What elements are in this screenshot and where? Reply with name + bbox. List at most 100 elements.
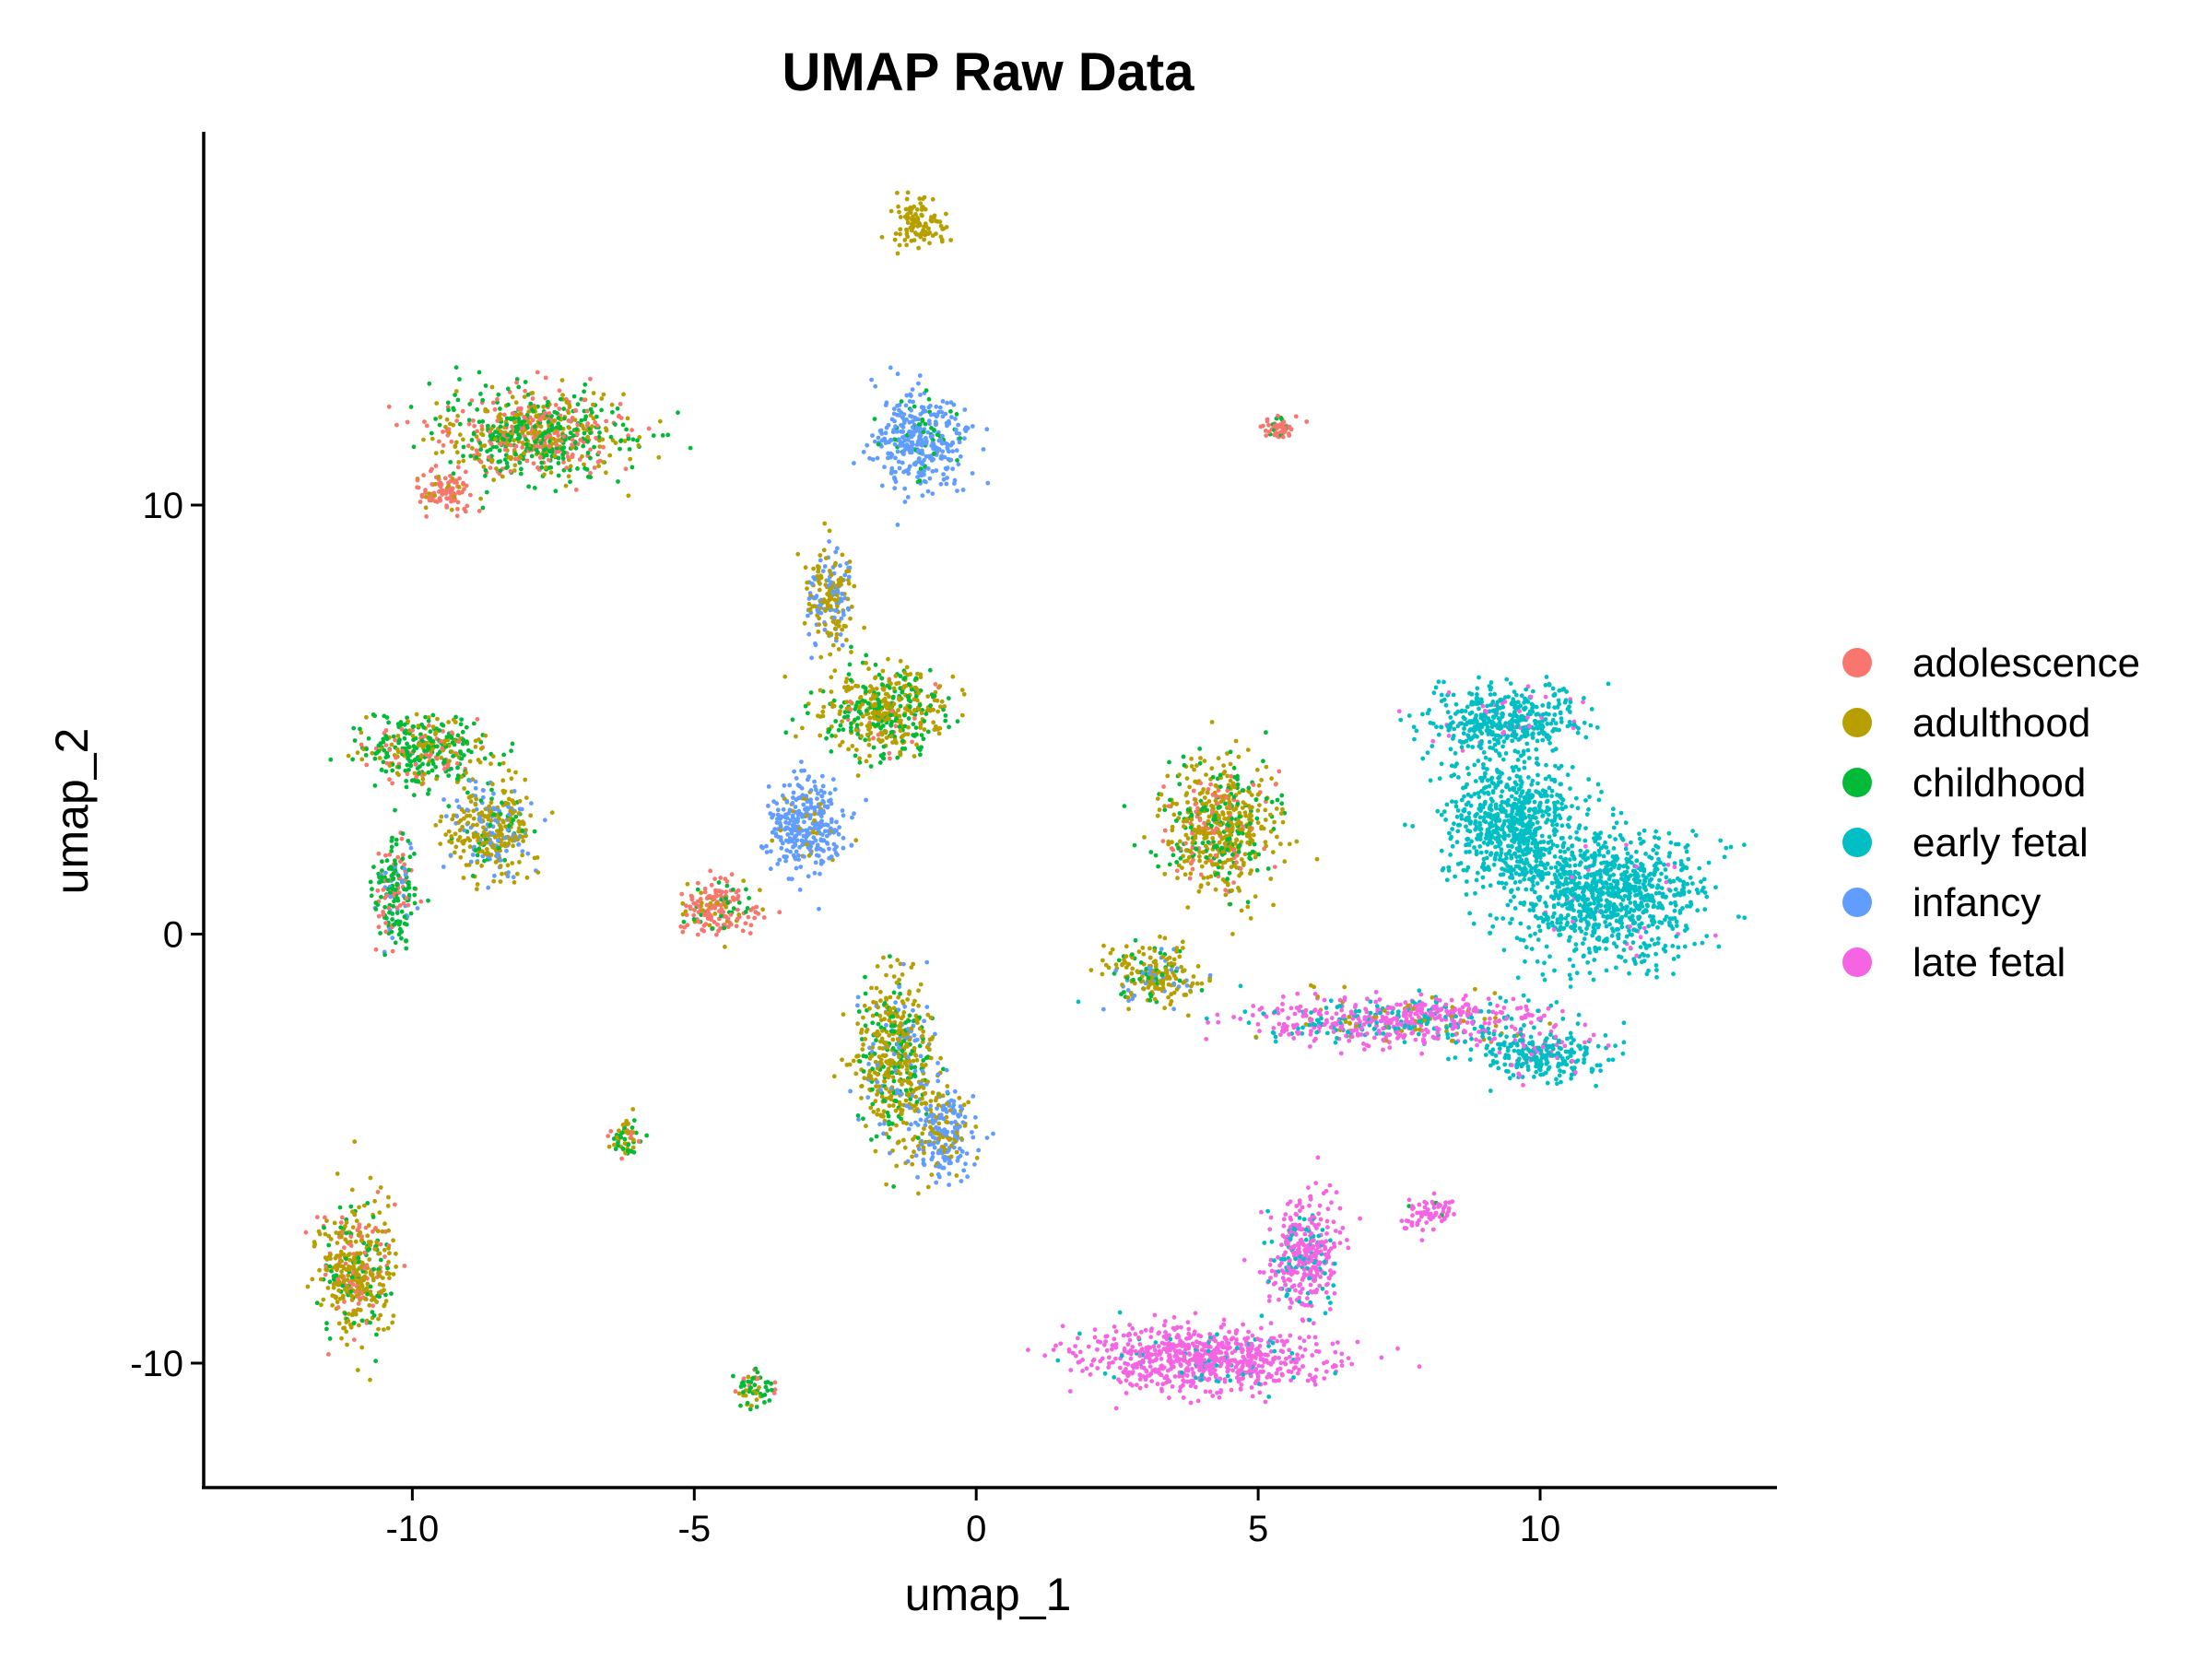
point-adolescence — [761, 915, 767, 920]
point-adolescence — [755, 1376, 760, 1382]
point-adolescence — [604, 418, 609, 424]
point-adolescence — [435, 500, 440, 504]
point-adulthood — [905, 1043, 910, 1048]
point-adulthood — [446, 720, 451, 724]
point-adulthood — [500, 474, 505, 479]
point-adolescence — [718, 902, 724, 908]
point-adulthood — [919, 212, 924, 218]
point-adulthood — [470, 446, 475, 451]
point-adulthood — [1182, 872, 1188, 877]
point-infancy — [492, 873, 497, 878]
point-adulthood — [520, 834, 525, 840]
point-adulthood — [1237, 873, 1241, 878]
point-childhood — [881, 1098, 887, 1103]
point-adulthood — [345, 1342, 349, 1347]
point-adulthood — [829, 689, 834, 694]
point-adulthood — [379, 1288, 384, 1294]
point-infancy — [888, 451, 893, 456]
point-childhood — [399, 909, 405, 914]
point-childhood — [888, 1029, 894, 1034]
point-adulthood — [871, 714, 877, 720]
point-infancy — [875, 1063, 880, 1067]
point-adulthood — [457, 828, 463, 833]
point-adulthood — [887, 678, 892, 684]
point-childhood — [394, 882, 399, 888]
point-adolescence — [733, 1389, 738, 1394]
point-childhood — [397, 926, 403, 932]
point-childhood — [370, 1310, 375, 1314]
point-adulthood — [924, 1101, 929, 1106]
point-infancy — [916, 470, 922, 476]
point-infancy — [783, 819, 788, 825]
point-adulthood — [1202, 759, 1207, 763]
point-adolescence — [510, 424, 514, 429]
point-childhood — [907, 682, 912, 688]
point-adulthood — [324, 1257, 330, 1262]
cluster-10 — [368, 807, 430, 958]
point-adulthood — [851, 1058, 856, 1064]
point-adulthood — [805, 841, 809, 847]
point-childhood — [402, 730, 407, 735]
point-childhood — [324, 1326, 329, 1332]
point-childhood — [881, 756, 887, 761]
point-adulthood — [887, 1095, 892, 1100]
point-childhood — [849, 721, 853, 726]
point-infancy — [984, 1135, 990, 1140]
point-infancy — [771, 799, 776, 804]
point-adolescence — [557, 406, 562, 411]
point-adulthood — [625, 416, 630, 421]
point-infancy — [462, 828, 467, 833]
point-childhood — [497, 761, 502, 767]
point-adulthood — [919, 207, 924, 212]
point-adulthood — [959, 1135, 964, 1141]
point-infancy — [935, 1140, 940, 1145]
point-adulthood — [526, 409, 532, 414]
point-adulthood — [950, 674, 956, 679]
point-adolescence — [449, 730, 454, 735]
point-infancy — [837, 825, 841, 830]
point-childhood — [394, 837, 399, 842]
point-adulthood — [346, 1253, 351, 1258]
point-adulthood — [482, 443, 488, 448]
point-childhood — [913, 725, 919, 730]
point-adulthood — [500, 871, 504, 877]
point-adulthood — [817, 616, 821, 621]
point-childhood — [660, 433, 665, 438]
point-adulthood — [844, 569, 849, 574]
point-childhood — [909, 1065, 914, 1071]
point-adolescence — [387, 777, 392, 782]
point-adulthood — [897, 242, 902, 248]
point-childhood — [480, 397, 486, 403]
point-adulthood — [328, 1237, 334, 1241]
point-infancy — [806, 631, 812, 637]
point-adulthood — [832, 626, 838, 631]
point-infancy — [924, 441, 929, 446]
point-childhood — [919, 745, 924, 750]
point-childhood — [455, 733, 461, 738]
point-adulthood — [844, 700, 850, 705]
point-adolescence — [594, 423, 600, 429]
point-adulthood — [936, 1121, 942, 1126]
point-childhood — [906, 716, 912, 721]
point-adolescence — [356, 1301, 361, 1306]
point-infancy — [835, 853, 840, 857]
point-adolescence — [582, 397, 587, 403]
point-adolescence — [596, 450, 602, 455]
point-infancy — [915, 449, 921, 454]
point-adolescence — [502, 447, 508, 453]
point-infancy — [935, 1061, 940, 1065]
point-adulthood — [606, 1144, 612, 1149]
point-childhood — [803, 703, 808, 709]
point-childhood — [344, 1230, 349, 1236]
point-adulthood — [928, 1124, 933, 1130]
point-adulthood — [1257, 803, 1262, 807]
point-adulthood — [805, 580, 810, 585]
point-adulthood — [782, 674, 788, 679]
point-adulthood — [896, 680, 901, 686]
point-adolescence — [684, 903, 688, 909]
point-adolescence — [442, 766, 447, 771]
point-infancy — [894, 1090, 900, 1095]
point-adulthood — [895, 1140, 900, 1146]
point-childhood — [484, 489, 489, 495]
point-adulthood — [429, 747, 435, 752]
